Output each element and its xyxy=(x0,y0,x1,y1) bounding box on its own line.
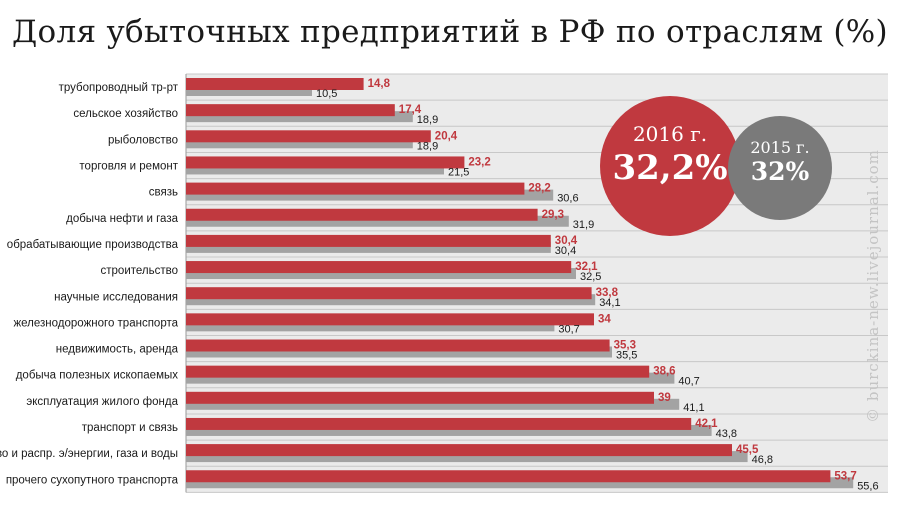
category-label: прочего сухопутного транспорта xyxy=(6,474,179,486)
category-label: торговля и ремонт xyxy=(79,161,178,173)
data-label-2015: 31,9 xyxy=(573,219,594,231)
bar-2015 xyxy=(186,163,444,175)
data-label-2015: 18,9 xyxy=(417,140,438,152)
category-label: эксплуатация жилого фонда xyxy=(26,396,178,408)
watermark-text: © burckina-new.livejournal.com xyxy=(864,149,882,423)
data-label-2015: 55,6 xyxy=(857,480,878,492)
bar-2016 xyxy=(186,287,592,300)
data-label-2015: 30,6 xyxy=(557,193,578,205)
data-label-2015: 46,8 xyxy=(752,454,773,466)
bar-2015 xyxy=(186,137,413,149)
data-label-2016: 38,6 xyxy=(653,366,675,378)
data-label-2016: 28,2 xyxy=(528,183,550,195)
bar-2016 xyxy=(186,130,431,143)
bar-2016 xyxy=(186,417,692,430)
bar-2016 xyxy=(186,78,364,90)
bar-2016 xyxy=(186,182,525,195)
data-label-2016: 20,4 xyxy=(435,130,458,142)
data-label-2015: 41,1 xyxy=(683,402,704,414)
data-label-2016: 17,4 xyxy=(399,104,422,116)
data-label-2015: 30,4 xyxy=(555,245,576,257)
category-label: трубопроводный тр-рт xyxy=(59,82,179,94)
category-label: сельское хозяйство xyxy=(73,108,178,120)
bar-2016 xyxy=(186,365,650,378)
category-label: связь xyxy=(149,187,178,199)
bar-2015 xyxy=(186,111,413,123)
data-label-2016: 32,1 xyxy=(575,261,598,273)
bar-2016 xyxy=(186,234,551,247)
data-label-2016: 53,7 xyxy=(834,470,856,482)
bar-2016 xyxy=(186,313,594,326)
category-label: строительство xyxy=(101,265,178,277)
data-label-2015: 10,5 xyxy=(316,88,337,100)
data-label-2016: 23,2 xyxy=(468,156,490,168)
bar-2016 xyxy=(186,339,610,352)
category-label: добыча полезных ископаемых xyxy=(16,370,179,382)
bar-2016 xyxy=(186,104,395,117)
data-label-2015: 35,5 xyxy=(616,350,637,362)
category-label: транспорт и связь xyxy=(82,422,178,434)
bar-2016 xyxy=(186,208,538,221)
bar-2016 xyxy=(186,444,732,457)
bubble-2016-year: 2016 г. xyxy=(632,122,708,146)
bar-2015 xyxy=(186,451,748,463)
bar-2016 xyxy=(186,391,654,404)
bar-2016 xyxy=(186,261,572,274)
bar-2015 xyxy=(186,424,712,436)
data-label-2016: 14,8 xyxy=(368,78,391,90)
data-label-2016: 33,8 xyxy=(596,287,619,299)
bar-2015 xyxy=(186,189,554,201)
chart-title: Доля убыточных предприятий в РФ по отрас… xyxy=(12,14,888,50)
category-label: пр-во и распр. э/энергии, газа и воды xyxy=(0,448,178,460)
data-label-2015: 40,7 xyxy=(678,376,699,388)
data-label-2016: 34 xyxy=(598,313,611,325)
data-label-2016: 39 xyxy=(658,392,671,404)
category-label: рыболовство xyxy=(108,134,178,146)
data-label-2016: 45,5 xyxy=(736,444,759,456)
category-label: добыча нефти и газа xyxy=(66,213,178,225)
bar-2015 xyxy=(186,320,555,332)
data-label-2015: 18,9 xyxy=(417,114,438,126)
bar-2015 xyxy=(186,215,569,227)
bar-2015 xyxy=(186,346,612,358)
bar-2015 xyxy=(186,85,312,96)
bubble-2015-year: 2015 г. xyxy=(750,138,810,157)
bar-2015 xyxy=(186,241,551,253)
bar-2015 xyxy=(186,398,680,410)
bubble-2016: 2016 г. 32,2% xyxy=(600,96,740,236)
bar-2016 xyxy=(186,156,465,169)
bubble-2015-value: 32% xyxy=(750,157,810,186)
data-label-2016: 29,3 xyxy=(542,209,564,221)
category-label: обрабатывающие производства xyxy=(7,239,179,251)
bubble-2016-value: 32,2% xyxy=(612,148,728,188)
data-label-2016: 35,3 xyxy=(614,340,636,352)
data-label-2015: 30,7 xyxy=(558,323,579,335)
data-label-2016: 42,1 xyxy=(695,418,718,430)
data-label-2015: 34,1 xyxy=(599,297,620,309)
bar-2015 xyxy=(186,372,675,384)
bubble-2015: 2015 г. 32% xyxy=(728,116,832,220)
data-label-2015: 21,5 xyxy=(448,166,469,178)
bar-2015 xyxy=(186,294,596,306)
data-label-2015: 32,5 xyxy=(580,271,601,283)
category-label: научные исследования xyxy=(54,291,178,303)
bar-2015 xyxy=(186,477,854,489)
data-label-2015: 43,8 xyxy=(716,428,737,440)
category-label: железнодорожного транспорта xyxy=(13,317,178,329)
bar-2015 xyxy=(186,268,576,280)
bar-2016 xyxy=(186,470,831,483)
category-label: недвижимость, аренда xyxy=(56,344,179,356)
data-label-2016: 30,4 xyxy=(555,235,578,247)
